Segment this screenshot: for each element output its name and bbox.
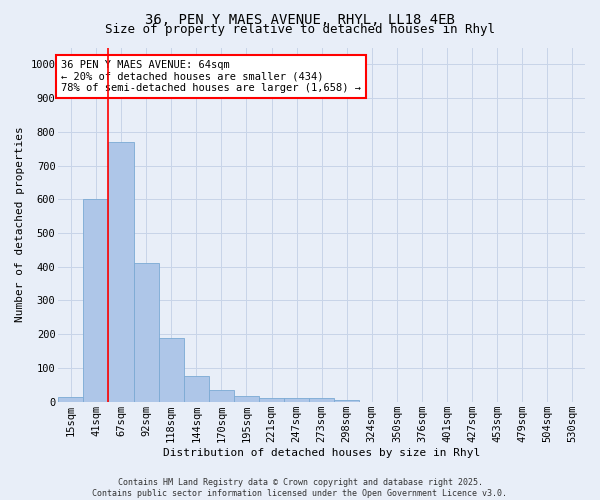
Bar — [234, 396, 259, 402]
Bar — [109, 142, 134, 402]
Bar — [259, 398, 284, 402]
Bar — [334, 400, 359, 402]
Text: Contains HM Land Registry data © Crown copyright and database right 2025.
Contai: Contains HM Land Registry data © Crown c… — [92, 478, 508, 498]
Bar — [284, 398, 309, 402]
Bar — [158, 338, 184, 402]
Text: Size of property relative to detached houses in Rhyl: Size of property relative to detached ho… — [105, 22, 495, 36]
Bar — [58, 398, 83, 402]
Bar — [309, 398, 334, 402]
Bar — [83, 199, 109, 402]
Y-axis label: Number of detached properties: Number of detached properties — [15, 126, 25, 322]
X-axis label: Distribution of detached houses by size in Rhyl: Distribution of detached houses by size … — [163, 448, 480, 458]
Bar — [134, 262, 158, 402]
Text: 36 PEN Y MAES AVENUE: 64sqm
← 20% of detached houses are smaller (434)
78% of se: 36 PEN Y MAES AVENUE: 64sqm ← 20% of det… — [61, 60, 361, 93]
Bar — [209, 390, 234, 402]
Bar — [184, 376, 209, 402]
Text: 36, PEN Y MAES AVENUE, RHYL, LL18 4EB: 36, PEN Y MAES AVENUE, RHYL, LL18 4EB — [145, 12, 455, 26]
